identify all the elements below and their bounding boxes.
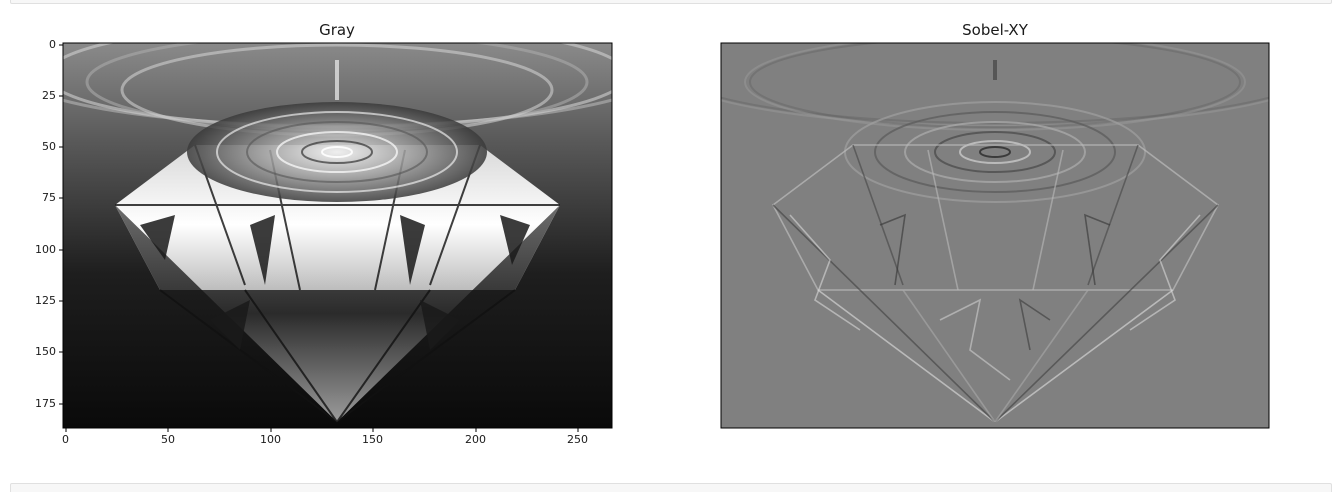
gray-plot-title: Gray [319,21,355,39]
ytick-label: 100 [35,243,56,256]
ytick-label: 175 [35,397,56,410]
sobel-axes-frame [720,42,1270,429]
sobel-plot-title: Sobel-XY [962,21,1028,39]
gray-yaxis-ticks [59,44,63,405]
xtick-label: 150 [362,433,383,446]
ytick-label: 75 [42,191,56,204]
ytick-label: 50 [42,140,56,153]
gray-image [63,43,612,428]
ytick-label: 25 [42,89,56,102]
ytick-label: 150 [35,345,56,358]
xtick-label: 250 [567,433,588,446]
next-cell-border [10,483,1332,492]
sobel-image [721,43,1269,428]
gray-xaxis-ticks [65,428,579,432]
gray-axes-frame [62,42,613,429]
xtick-label: 100 [260,433,281,446]
ytick-label: 125 [35,294,56,307]
xtick-label: 50 [161,433,175,446]
ytick-label: 0 [49,38,56,51]
xtick-label: 0 [62,433,69,446]
xtick-label: 200 [465,433,486,446]
